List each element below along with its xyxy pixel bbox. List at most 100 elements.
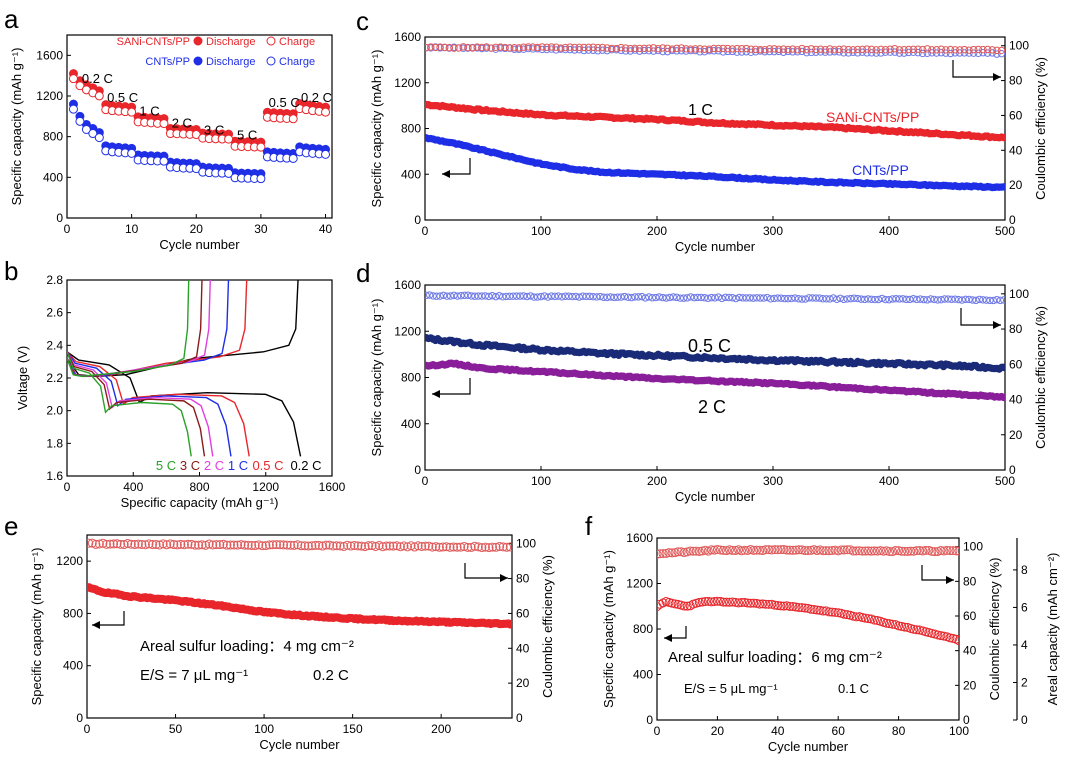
y2-axis-tick-label: 80 xyxy=(1009,322,1023,336)
y-tick-label: 0 xyxy=(56,211,63,225)
ce-sani-point xyxy=(798,44,806,53)
ce-point xyxy=(951,295,959,303)
ce-point xyxy=(381,541,391,551)
ce-point xyxy=(87,538,97,548)
y-axis-label: Specific capacity (mAh g⁻¹) xyxy=(9,48,24,206)
y2-axis-tick-label: 80 xyxy=(1009,74,1023,88)
ce-point xyxy=(620,292,629,301)
y-tick-label: 2.2 xyxy=(46,371,63,385)
ce-point xyxy=(275,540,285,550)
ce-point xyxy=(718,294,726,303)
capacity-point xyxy=(812,605,822,615)
ce-point xyxy=(441,542,451,552)
ce-sani-point xyxy=(779,45,788,53)
capacity-point xyxy=(800,603,810,613)
ce-cnts-point xyxy=(965,49,973,57)
capacity-sani-markers xyxy=(425,100,1005,142)
capacity-point xyxy=(809,605,819,615)
capacity-05C-markers xyxy=(425,334,1005,373)
capacity-point xyxy=(694,597,704,607)
ce-point xyxy=(617,293,625,301)
sani-charge-point xyxy=(94,91,104,101)
capacity-point xyxy=(888,619,898,629)
y-tick-label: 1200 xyxy=(626,577,653,591)
ce-point xyxy=(902,295,911,304)
ce-point xyxy=(485,292,493,301)
ce-cnts-point xyxy=(547,45,556,53)
cnts-charge-point xyxy=(256,174,266,184)
charge-curve-5C xyxy=(67,280,190,378)
ce-sani-point xyxy=(983,45,992,54)
sani-charge-point xyxy=(256,142,266,152)
ce-point xyxy=(169,540,179,550)
x-axis-label: Cycle number xyxy=(675,239,756,254)
ce-sani-point xyxy=(468,44,477,52)
ce-point xyxy=(864,295,872,303)
ce-point xyxy=(519,292,528,300)
ce-point xyxy=(151,540,161,550)
ce-sani-point xyxy=(895,46,904,54)
x-tick-label: 0 xyxy=(64,480,71,494)
y2-axis-tick-label: 60 xyxy=(516,606,530,620)
curve-label: 2 C xyxy=(204,458,224,473)
ce-cnts-point xyxy=(923,49,931,57)
y-tick-label: 2.6 xyxy=(46,306,63,320)
ce-point xyxy=(130,540,140,550)
ce-point xyxy=(470,541,480,551)
panel-label-f: f xyxy=(585,511,593,541)
ce-point xyxy=(776,545,786,555)
ce-point xyxy=(939,546,949,556)
capacity-point xyxy=(869,615,879,625)
y2-axis-tick-label: 80 xyxy=(963,574,977,588)
ce-point xyxy=(979,296,987,304)
ce-sani-point xyxy=(464,43,472,52)
ce-point xyxy=(694,546,704,556)
ce-point xyxy=(533,293,542,301)
ce-sani-point xyxy=(909,45,918,54)
ce-sani-point xyxy=(427,43,435,51)
ce-sani-point xyxy=(533,43,542,52)
ce-point xyxy=(144,539,154,549)
ce-point xyxy=(854,546,864,556)
ce-point xyxy=(770,545,780,555)
ce-sani-point xyxy=(863,45,871,53)
ce-point xyxy=(881,295,890,304)
x-tick-label: 10 xyxy=(125,222,139,236)
x-tick-label: 0 xyxy=(422,224,429,238)
ce-point xyxy=(257,541,267,551)
ce-sani-point xyxy=(561,43,570,52)
plot-frame xyxy=(66,34,333,219)
ce-point xyxy=(725,293,733,302)
ce-sani-point xyxy=(747,45,755,53)
ce-sani-point xyxy=(891,45,899,53)
ce-sani-point xyxy=(519,43,528,51)
ce-sani-point xyxy=(719,44,727,53)
x-tick-label: 0 xyxy=(654,724,661,738)
ce-point xyxy=(179,540,189,550)
ce-point xyxy=(502,292,510,301)
ce-cnts-point xyxy=(895,49,904,57)
sani-charge-point xyxy=(75,81,85,91)
ce-cnts-point xyxy=(872,49,880,57)
ce-point xyxy=(484,543,494,553)
ce-sani-point xyxy=(594,43,602,52)
y-tick-label: 1200 xyxy=(394,76,421,90)
ce-sani-point xyxy=(956,46,964,54)
ce-point xyxy=(888,295,897,303)
curve-label: 5 C xyxy=(156,458,176,473)
capacity-cnts-markers xyxy=(425,134,1005,192)
ce-point xyxy=(634,293,643,301)
ce-point xyxy=(638,292,646,301)
ce-cnts-point xyxy=(946,49,955,58)
ce-sani-point xyxy=(645,44,653,52)
ce-point xyxy=(353,541,363,551)
ce-sani-point xyxy=(826,45,834,53)
ce-point xyxy=(303,541,313,551)
sani-charge-point xyxy=(321,107,331,117)
cnts-charge-point xyxy=(288,153,298,163)
ce-point xyxy=(709,545,719,555)
ce-point xyxy=(850,294,858,302)
arrow-left-line xyxy=(442,158,471,175)
ce-point xyxy=(155,540,165,550)
ce-point xyxy=(499,293,507,301)
